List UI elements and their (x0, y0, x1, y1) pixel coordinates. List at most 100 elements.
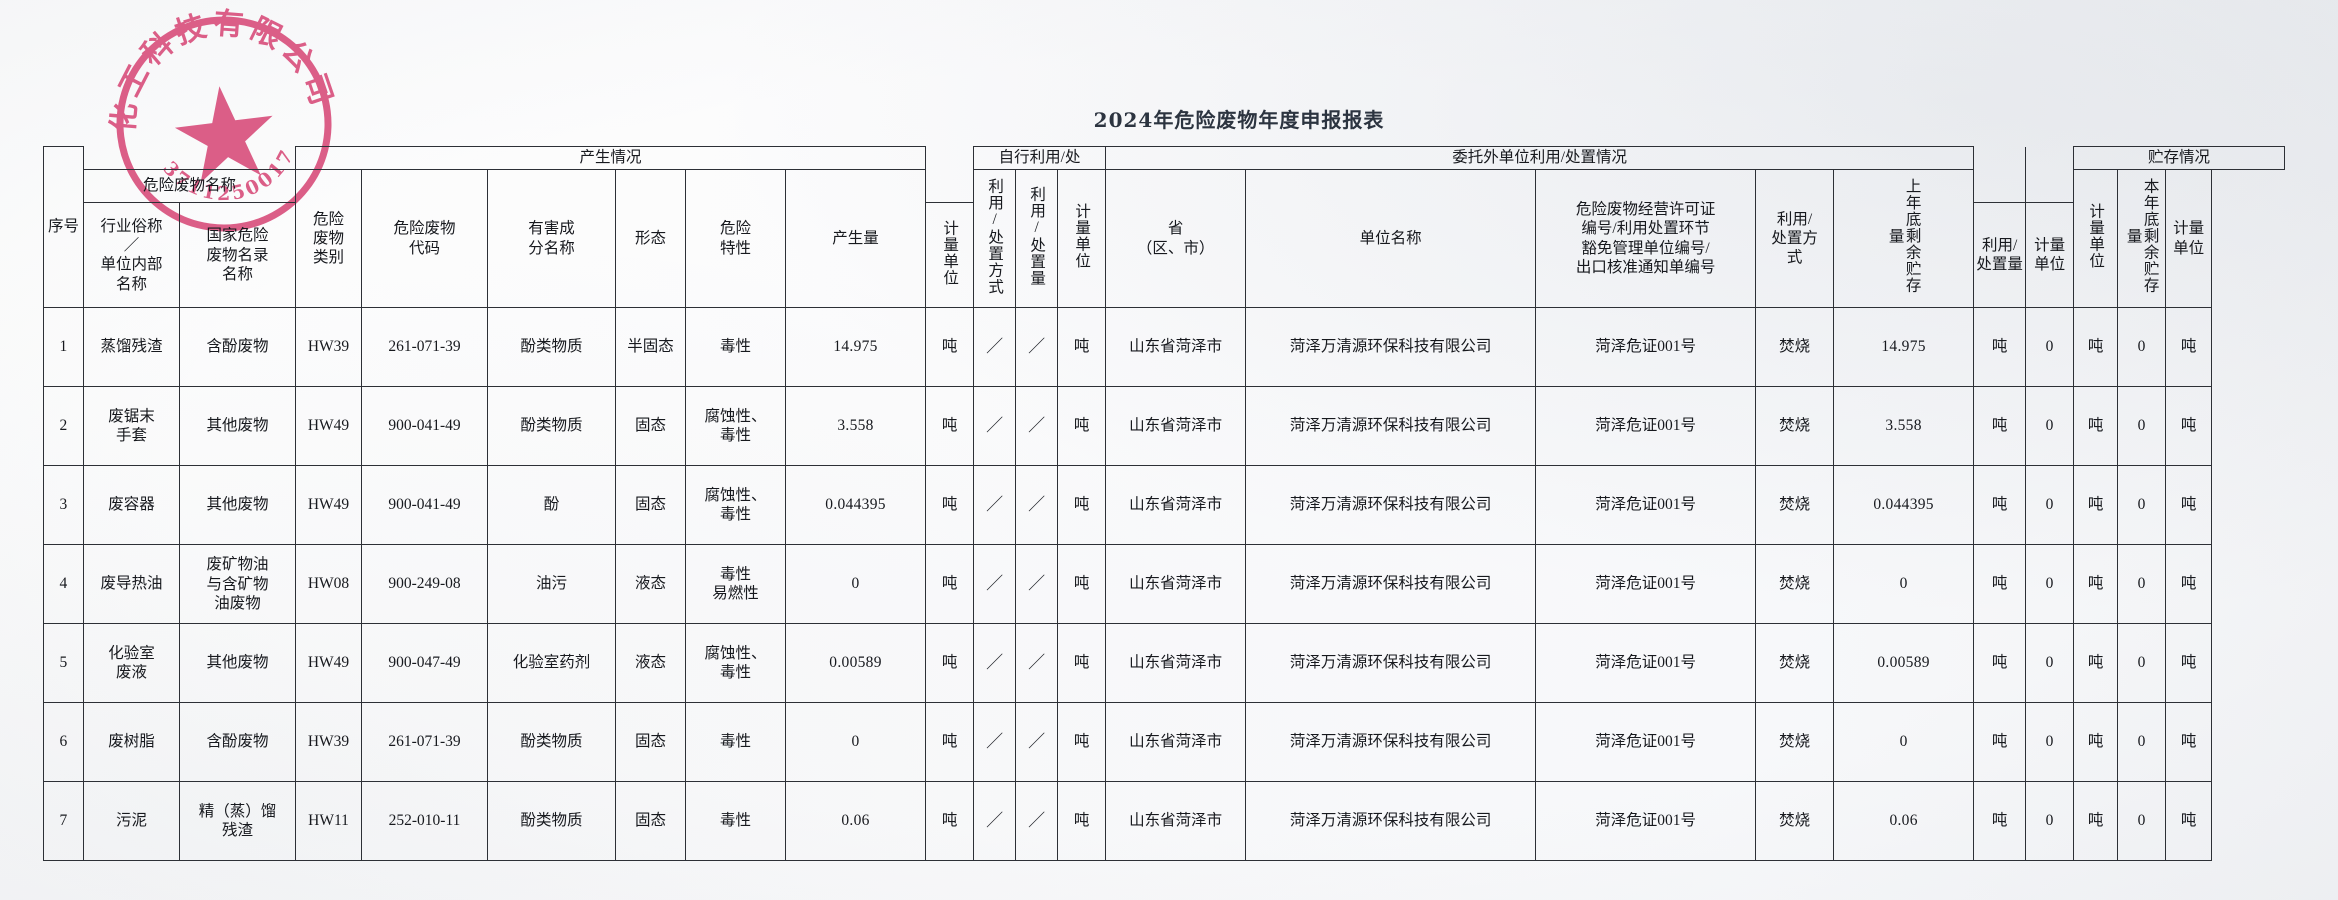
cell-waste-code: 900-047-49 (361, 623, 488, 704)
cell-prev-year-stock: 0 (2025, 307, 2075, 388)
cell-entrusted-amount: 3.558 (1833, 386, 1975, 467)
cell-unit-4: 吨 (2073, 623, 2119, 704)
cell-entrusted-method: 焚烧 (1755, 623, 1835, 704)
cell-entrusted-amount: 0 (1833, 702, 1975, 783)
cell-seq: 3 (43, 465, 84, 546)
header-form: 形态 (615, 169, 686, 309)
cell-prev-year-stock: 0 (2025, 465, 2075, 546)
header-spacer-waste-name (83, 146, 296, 171)
cell-industry-common-name: 废导热油 (83, 544, 180, 625)
cell-national-catalog-name: 废矿物油 与含矿物 油废物 (179, 544, 296, 625)
header-national-catalog-name: 国家危险 废物名录 名称 (179, 202, 296, 309)
cell-province: 山东省菏泽市 (1105, 623, 1247, 704)
cell-industry-common-name: 蒸馏残渣 (83, 307, 180, 388)
cell-unit-1: 吨 (925, 781, 975, 862)
cell-unit-name: 菏泽万清源环保科技有限公司 (1245, 623, 1537, 704)
cell-prev-year-stock: 0 (2025, 544, 2075, 625)
cell-unit-2: 吨 (1057, 623, 1107, 704)
cell-unit-name: 菏泽万清源环保科技有限公司 (1245, 781, 1537, 862)
cell-waste-category: HW49 (295, 623, 362, 704)
cell-waste-code: 252-010-11 (361, 781, 488, 862)
cell-entrusted-amount: 0.06 (1833, 781, 1975, 862)
cell-province: 山东省菏泽市 (1105, 544, 1247, 625)
header-group-waste-name: 危险废物名称 (83, 169, 296, 204)
cell-province: 山东省菏泽市 (1105, 781, 1247, 862)
cell-unit-3: 吨 (1973, 465, 2027, 546)
header-unit-5: 计量单位 (2165, 169, 2213, 309)
cell-generation-amount: 0.044395 (784, 465, 927, 546)
cell-self-use-amount: ／ (1015, 386, 1059, 467)
cell-self-use-method: ／ (973, 386, 1017, 467)
cell-harmful-component: 酚类物质 (487, 702, 616, 783)
cell-prev-year-stock: 0 (2025, 702, 2075, 783)
cell-generation-amount: 3.558 (784, 386, 927, 467)
header-self-use-amount: 利用/处置量 (1015, 169, 1059, 309)
cell-harmful-component: 酚类物质 (487, 781, 616, 862)
cell-unit-2: 吨 (1057, 781, 1107, 862)
cell-unit-5: 吨 (2165, 465, 2213, 546)
cell-harmful-component: 酚类物质 (487, 386, 616, 467)
cell-generation-amount: 0 (784, 702, 927, 783)
cell-this-year-stock: 0 (2117, 465, 2167, 546)
cell-national-catalog-name: 其他废物 (179, 623, 296, 704)
report-table-body: 1 蒸馏残渣 含酚废物 HW39 261-071-39 酚类物质 半固态 毒性 14.975 吨／… (43, 307, 2285, 862)
cell-seq: 5 (43, 623, 84, 704)
cell-waste-category: HW39 (295, 702, 362, 783)
cell-self-use-amount: ／ (1015, 623, 1059, 704)
cell-entrusted-amount: 0.00589 (1833, 623, 1975, 704)
cell-waste-category: HW49 (295, 465, 362, 546)
cell-unit-2: 吨 (1057, 386, 1107, 467)
cell-generation-amount: 14.975 (784, 307, 927, 388)
cell-national-catalog-name: 其他废物 (179, 386, 296, 467)
cell-prev-year-stock: 0 (2025, 623, 2075, 704)
cell-this-year-stock: 0 (2117, 623, 2167, 704)
header-group-storage: 贮存情况 (2073, 145, 2285, 171)
cell-self-use-method: ／ (973, 702, 1017, 783)
header-unit-1: 计量单位 (925, 202, 975, 309)
header-self-use-method: 利用/处置方式 (973, 169, 1017, 309)
table-row: 1 蒸馏残渣 含酚废物 HW39 261-071-39 酚类物质 半固态 毒性 14.975 吨／… (43, 307, 2285, 388)
cell-form: 固态 (615, 781, 686, 862)
header-entrusted-amount: 利用/ 处置量 (1973, 202, 2027, 309)
table-row: 4 废导热油 废矿物油 与含矿物 油废物 HW08 900-249-08 油污 液态 毒性 易燃性 0… (43, 544, 2285, 625)
header-band-row-3: 行业俗称 ／ 单位内部 名称 国家危险 废物名录 名称 计量单位 利用/ 处置量… (44, 202, 2285, 309)
cell-unit-3: 吨 (1973, 386, 2027, 467)
header-harmful-component: 有害成 分名称 (487, 169, 616, 309)
header-this-year-stock: 本年底剩余贮存量 (2117, 169, 2167, 309)
cell-license-no: 菏泽危证001号 (1535, 386, 1757, 467)
cell-form: 固态 (615, 386, 686, 467)
header-license-no: 危险废物经营许可证 编号/利用处置环节 豁免管理单位编号/ 出口核准通知单编号 (1535, 169, 1757, 309)
page-title: 2024年危险废物年度申报报表 (1093, 108, 1385, 132)
cell-self-use-method: ／ (973, 465, 1017, 546)
header-seq: 序号 (43, 145, 84, 309)
cell-form: 固态 (615, 702, 686, 783)
cell-unit-4: 吨 (2073, 781, 2119, 862)
cell-national-catalog-name: 其他废物 (179, 465, 296, 546)
cell-unit-name: 菏泽万清源环保科技有限公司 (1245, 544, 1537, 625)
cell-license-no: 菏泽危证001号 (1535, 702, 1757, 783)
table-row: 5 化验室 废液 其他废物 HW49 900-047-49 化验室药剂 液态 腐蚀性、 毒性 0.0… (43, 623, 2285, 704)
cell-unit-4: 吨 (2073, 386, 2119, 467)
cell-waste-code: 900-041-49 (361, 386, 488, 467)
cell-waste-category: HW08 (295, 544, 362, 625)
cell-unit-4: 吨 (2073, 544, 2119, 625)
cell-unit-1: 吨 (925, 465, 975, 546)
cell-this-year-stock: 0 (2117, 781, 2167, 862)
cell-unit-3: 吨 (1973, 702, 2027, 783)
cell-industry-common-name: 废锯末 手套 (83, 386, 180, 467)
cell-this-year-stock: 0 (2117, 702, 2167, 783)
header-prev-year-stock: 上年底剩余贮存量 (1833, 169, 1975, 309)
cell-entrusted-method: 焚烧 (1755, 544, 1835, 625)
header-industry-common-name: 行业俗称 ／ 单位内部 名称 (83, 202, 180, 309)
cell-self-use-method: ／ (973, 307, 1017, 388)
header-spacer-entrusted-amount (1973, 146, 2027, 204)
table-row: 7 污泥 精（蒸）馏 残渣 HW11 252-010-11 酚类物质 固态 毒性 0.06 吨／／吨… (43, 781, 2285, 862)
cell-entrusted-amount: 0.044395 (1833, 465, 1975, 546)
header-band-row-1: 序号 产生情况 自行利用/处 委托外单位利用/处置情况 贮存情况 (43, 145, 2285, 309)
cell-hazard-property: 毒性 (685, 702, 786, 783)
cell-self-use-method: ／ (973, 544, 1017, 625)
cell-self-use-amount: ／ (1015, 781, 1059, 862)
cell-entrusted-method: 焚烧 (1755, 465, 1835, 546)
cell-unit-5: 吨 (2165, 781, 2213, 862)
cell-unit-5: 吨 (2165, 623, 2213, 704)
